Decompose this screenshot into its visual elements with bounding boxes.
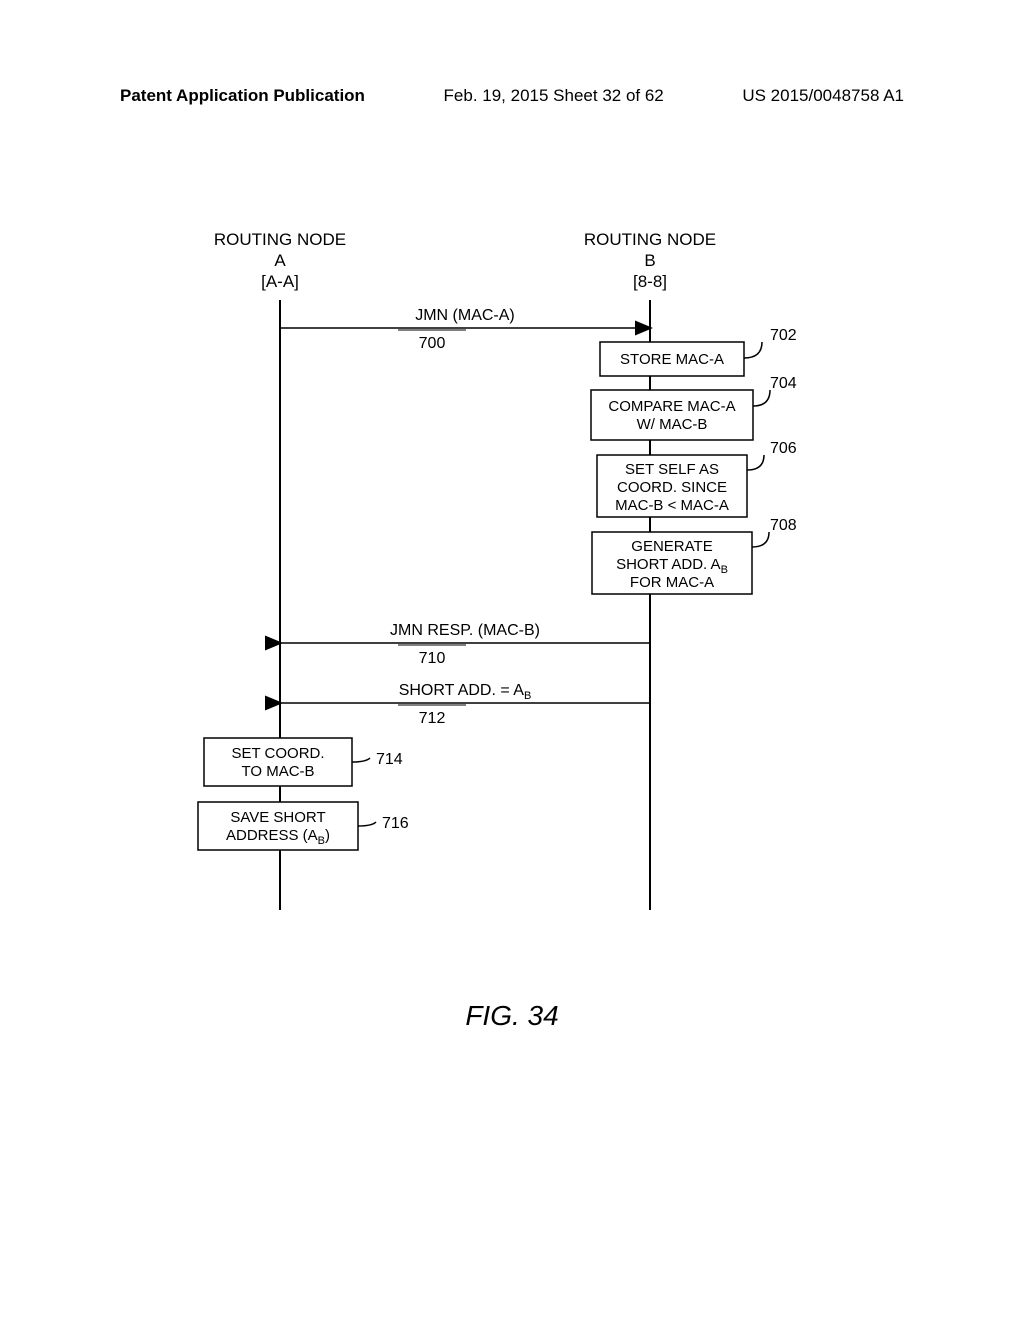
header-mid: Feb. 19, 2015 Sheet 32 of 62 — [444, 86, 664, 106]
box-706-l1: SET SELF AS — [625, 461, 719, 478]
msg-700-ref: 700 — [419, 335, 446, 352]
ref-702-curve — [744, 342, 762, 358]
ref-706-num: 706 — [770, 440, 797, 457]
box-708-l1: GENERATE — [631, 538, 712, 555]
header-right: US 2015/0048758 A1 — [742, 86, 904, 106]
node-a-line2: A — [274, 251, 286, 270]
node-a-line3: [A-A] — [261, 272, 299, 291]
ref-702-num: 702 — [770, 327, 797, 344]
ref-704-num: 704 — [770, 375, 797, 392]
box-704-l2: W/ MAC-B — [637, 416, 708, 433]
ref-708-curve — [752, 532, 769, 547]
ref-716-num: 716 — [382, 815, 409, 832]
ref-704-curve — [753, 390, 770, 406]
box-716-l1: SAVE SHORT — [230, 809, 325, 826]
node-b-line2: B — [644, 251, 655, 270]
ref-708-num: 708 — [770, 517, 797, 534]
box-706-l2: COORD. SINCE — [617, 479, 727, 496]
box-706-l3: MAC-B < MAC-A — [615, 497, 729, 514]
msg-710-ref: 710 — [419, 650, 446, 667]
node-a-line1: ROUTING NODE — [214, 230, 346, 249]
msg-712-label: SHORT ADD. = AB — [399, 682, 532, 702]
ref-714-num: 714 — [376, 751, 403, 768]
box-708-l3: FOR MAC-A — [630, 574, 714, 591]
box-702-text: STORE MAC-A — [620, 351, 724, 368]
ref-716-curve — [358, 822, 376, 826]
box-704-l1: COMPARE MAC-A — [608, 398, 735, 415]
box-714-l1: SET COORD. — [231, 745, 324, 762]
box-714-l2: TO MAC-B — [241, 763, 314, 780]
node-b-line1: ROUTING NODE — [584, 230, 716, 249]
msg-710-label: JMN RESP. (MAC-B) — [390, 622, 540, 639]
ref-714-curve — [352, 758, 370, 762]
ref-706-curve — [747, 455, 764, 470]
node-b-line3: [8-8] — [633, 272, 667, 291]
figure-caption: FIG. 34 — [0, 1000, 1024, 1032]
msg-700-label: JMN (MAC-A) — [415, 307, 515, 324]
msg-712-ref: 712 — [419, 710, 446, 727]
header-left: Patent Application Publication — [120, 86, 365, 106]
sequence-diagram: ROUTING NODE A [A-A] ROUTING NODE B [8-8… — [0, 180, 1024, 1030]
page-header: Patent Application Publication Feb. 19, … — [0, 86, 1024, 106]
